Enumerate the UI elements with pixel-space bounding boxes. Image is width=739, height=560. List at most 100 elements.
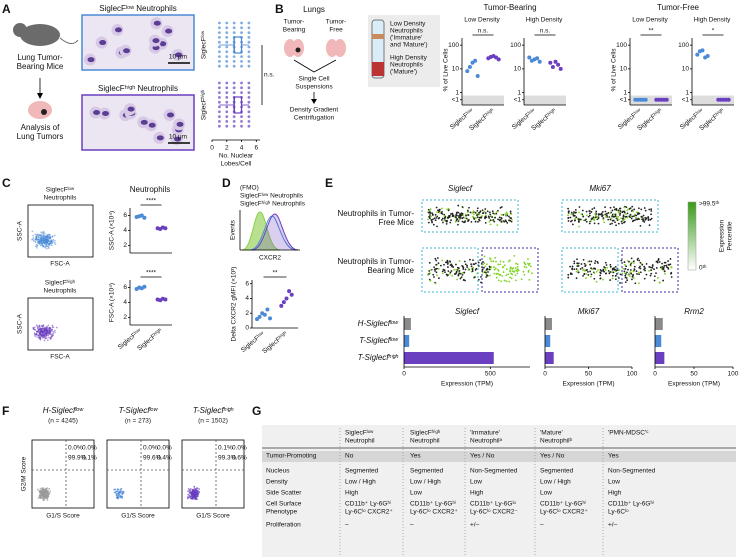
lobe-dot <box>247 124 251 128</box>
nucleus <box>87 57 95 63</box>
cell-point <box>582 215 585 218</box>
cell-point <box>446 216 449 219</box>
cell-point <box>449 272 451 275</box>
cell-point <box>476 209 479 212</box>
cell-point <box>617 222 620 225</box>
event <box>44 328 46 331</box>
cell-point <box>446 259 449 262</box>
cell-point <box>609 279 612 281</box>
event <box>49 240 52 242</box>
event <box>45 327 47 330</box>
cell-point <box>643 220 646 223</box>
y-tick-label: 1 <box>685 89 689 96</box>
event <box>35 324 38 326</box>
cell-point <box>187 496 189 498</box>
cell-point <box>428 270 431 272</box>
cell-point <box>570 273 573 275</box>
cell-point <box>482 266 485 269</box>
cell-point <box>429 208 432 211</box>
lobe-dot <box>225 31 229 34</box>
cell-point <box>492 260 495 263</box>
cell-point <box>582 275 584 277</box>
lobe-dot <box>217 96 221 99</box>
cell-point <box>39 495 41 497</box>
cell-point <box>639 265 641 268</box>
table-cell: High <box>608 490 622 497</box>
nucleus <box>123 48 131 54</box>
cell-point <box>619 273 622 276</box>
cell-point <box>623 206 626 209</box>
event <box>36 247 38 249</box>
lobe-dot <box>232 55 236 58</box>
cell-point <box>441 207 443 210</box>
y-tick-label: <1 <box>514 96 522 103</box>
colorbar-bottom: 0ᵗʰ <box>699 265 707 272</box>
cell-point <box>486 210 489 213</box>
cell-point <box>457 204 460 207</box>
cell-point <box>580 213 583 215</box>
cell-point <box>594 262 596 264</box>
cell-point <box>506 221 509 224</box>
event <box>37 238 40 241</box>
cell-point <box>119 491 122 494</box>
plot-box <box>106 439 170 509</box>
annotation: ** <box>648 28 654 35</box>
event <box>49 330 51 333</box>
cell-point <box>493 266 495 268</box>
y-axis-label: SSC-A (×10⁴) <box>109 211 116 250</box>
cell-point <box>667 260 669 262</box>
cell-point <box>601 215 603 218</box>
event <box>40 233 42 236</box>
cell-point <box>513 254 516 257</box>
cell-point <box>644 209 647 212</box>
cell-point <box>444 216 447 219</box>
cell-point <box>640 208 643 211</box>
cell-point <box>645 273 648 276</box>
cell-point <box>480 281 482 284</box>
event <box>35 243 38 246</box>
event <box>39 244 42 247</box>
cell-point <box>502 266 505 268</box>
table-cell: Segmented <box>410 468 444 475</box>
cell-point <box>650 272 653 275</box>
table-cell: Ly-6Cˡᵒ CXCR2⁺ <box>410 509 458 516</box>
table-cell: Non-Segmented <box>470 468 518 475</box>
row-label: SiglecFʰⁱᵍʰ <box>200 89 208 120</box>
hist-high <box>251 213 299 251</box>
event <box>34 241 37 244</box>
table-cell: Low / High <box>410 479 441 486</box>
event <box>34 329 37 331</box>
annotation: n.s. <box>478 28 489 35</box>
cell-point <box>591 208 594 211</box>
cell-point <box>495 273 498 275</box>
cell-point <box>587 260 590 263</box>
cell-point <box>481 271 484 274</box>
event <box>45 236 48 239</box>
event <box>43 235 45 237</box>
table-cell: Low / High <box>540 479 571 486</box>
y-tick-label: 100 <box>616 42 627 49</box>
cell-point <box>191 489 194 492</box>
quadrant-pct: 0.1% <box>218 445 233 452</box>
cell-point <box>626 216 629 219</box>
cell-point <box>664 272 666 275</box>
cell-point <box>655 267 658 269</box>
cell-point <box>523 261 526 264</box>
mouse-tail <box>59 37 79 44</box>
panel-label: D <box>222 176 231 190</box>
plot-n: (n = 1502) <box>198 418 228 425</box>
y-tick-label: <1 <box>452 96 460 103</box>
cell-point <box>624 263 626 266</box>
cell-point <box>484 212 487 214</box>
tube-label: ('Mature') <box>390 69 417 76</box>
cell-point <box>641 215 643 218</box>
table-cell: – <box>345 522 349 529</box>
event <box>54 240 56 242</box>
event <box>47 235 50 238</box>
cell-point <box>626 212 629 215</box>
cell-point <box>464 263 467 266</box>
cell-point <box>463 221 466 224</box>
table-bg <box>262 425 736 557</box>
cell-point <box>595 270 598 273</box>
